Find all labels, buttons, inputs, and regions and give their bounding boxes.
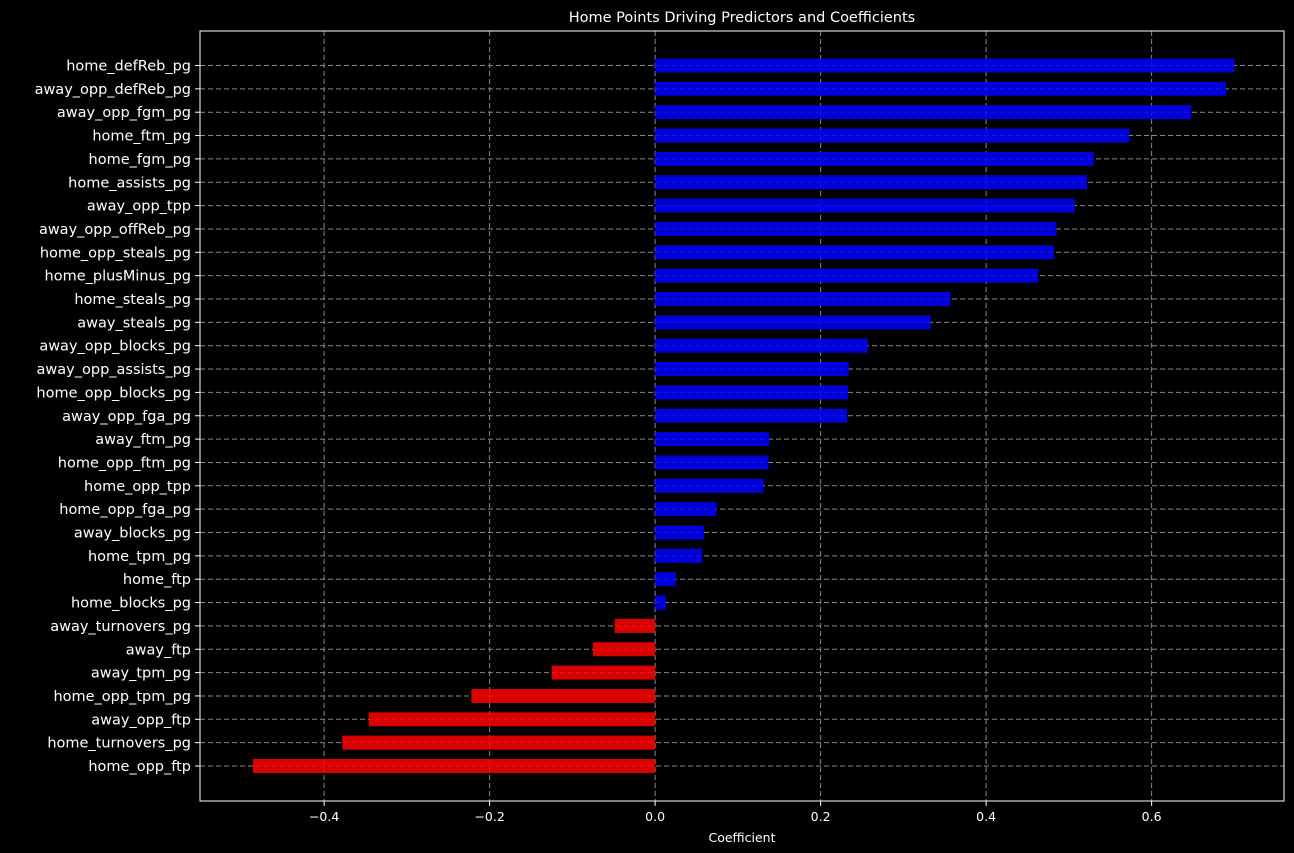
bar-home_opp_ftp (252, 759, 656, 773)
bar-home_opp_fga_pg (655, 502, 717, 517)
bar-home_opp_blocks_pg (655, 385, 848, 400)
bar-away_tpm_pg (551, 665, 656, 680)
bar-away_opp_assists_pg (655, 362, 849, 377)
bar-home_ftp (655, 572, 676, 587)
x-tick-label: 0.6 (1142, 809, 1162, 824)
y-tick-label: away_ftp (126, 642, 191, 658)
y-tick-label: away_turnovers_pg (50, 619, 191, 635)
y-tick-label: away_opp_tpp (87, 199, 191, 215)
bar-away_ftm_pg (655, 432, 770, 447)
bar-away_steals_pg (655, 315, 931, 330)
y-tick-label: home_opp_tpp (84, 479, 191, 495)
y-tick-label: home_blocks_pg (71, 596, 191, 612)
y-tick-label: home_opp_tpm_pg (53, 689, 191, 705)
bar-home_opp_tpp (655, 478, 764, 493)
bar-home_tpm_pg (655, 548, 703, 563)
bar-away_opp_fgm_pg (655, 105, 1192, 120)
bar-home_fgm_pg (655, 151, 1094, 166)
y-tick-label: home_opp_ftm_pg (58, 455, 191, 471)
bar-away_opp_defReb_pg (655, 81, 1227, 96)
x-axis-label: Coefficient (708, 830, 775, 845)
bar-home_blocks_pg (655, 595, 666, 610)
y-tick-label: home_opp_steals_pg (40, 245, 191, 261)
y-tick-label: away_opp_fgm_pg (57, 105, 191, 121)
bar-away_ftp (593, 642, 656, 657)
x-axis: −0.4 −0.2 0.0 0.2 0.4 0.6 (309, 801, 1162, 824)
y-tick-label: home_steals_pg (74, 292, 191, 308)
x-tick-label: 0.0 (645, 809, 665, 824)
y-tick-label: home_fgm_pg (89, 152, 191, 168)
bar-home_defReb_pg (655, 58, 1235, 73)
y-tick-label: away_opp_offReb_pg (39, 222, 191, 238)
x-tick-label: −0.2 (474, 809, 504, 824)
bar-home_assists_pg (655, 175, 1088, 190)
chart-title: Home Points Driving Predictors and Coeff… (569, 10, 915, 26)
x-tick-label: 0.2 (811, 809, 831, 824)
bar-home_turnovers_pg (342, 735, 656, 750)
y-tick-label: home_ftp (123, 572, 191, 588)
bar-away_opp_tpp (655, 198, 1075, 213)
x-tick-label: −0.4 (309, 809, 339, 824)
y-tick-label: away_blocks_pg (74, 526, 191, 542)
y-tick-label: home_assists_pg (68, 175, 191, 191)
y-tick-label: away_tpm_pg (91, 666, 191, 682)
bar-home_plusMinus_pg (655, 268, 1039, 283)
bar-away_opp_blocks_pg (655, 338, 868, 353)
y-tick-label: home_opp_fga_pg (59, 502, 191, 518)
bar-away_opp_ftp (368, 712, 656, 727)
y-axis: home_defReb_pg away_opp_defReb_pg away_opp… (35, 59, 200, 775)
bar-home_opp_tpm_pg (471, 688, 656, 703)
y-tick-label: away_ftm_pg (95, 432, 191, 448)
y-tick-label: away_opp_defReb_pg (35, 82, 191, 98)
y-tick-label: away_opp_ftp (91, 712, 191, 728)
bar-home_ftm_pg (655, 128, 1130, 143)
bar-home_steals_pg (655, 292, 951, 306)
y-tick-label: away_opp_blocks_pg (39, 339, 191, 355)
y-tick-label: away_steals_pg (77, 315, 191, 331)
x-tick-label: 0.4 (976, 809, 996, 824)
bars-group (252, 58, 1235, 773)
bar-away_opp_fga_pg (655, 408, 848, 423)
y-tick-label: home_ftm_pg (92, 129, 191, 145)
y-tick-label: home_opp_ftp (88, 759, 191, 775)
y-tick-label: home_turnovers_pg (47, 736, 191, 752)
y-tick-label: home_defReb_pg (66, 59, 191, 75)
y-tick-label: home_plusMinus_pg (45, 269, 191, 285)
bar-home_opp_steals_pg (655, 245, 1054, 260)
y-tick-label: away_opp_assists_pg (37, 362, 191, 378)
y-tick-label: away_opp_fga_pg (62, 409, 191, 425)
bar-away_blocks_pg (655, 525, 704, 540)
bar-away_opp_offReb_pg (655, 221, 1057, 236)
bar-home_opp_ftm_pg (655, 455, 769, 470)
bar-away_turnovers_pg (614, 618, 656, 633)
y-tick-label: home_opp_blocks_pg (36, 385, 191, 401)
y-tick-label: home_tpm_pg (88, 549, 191, 565)
